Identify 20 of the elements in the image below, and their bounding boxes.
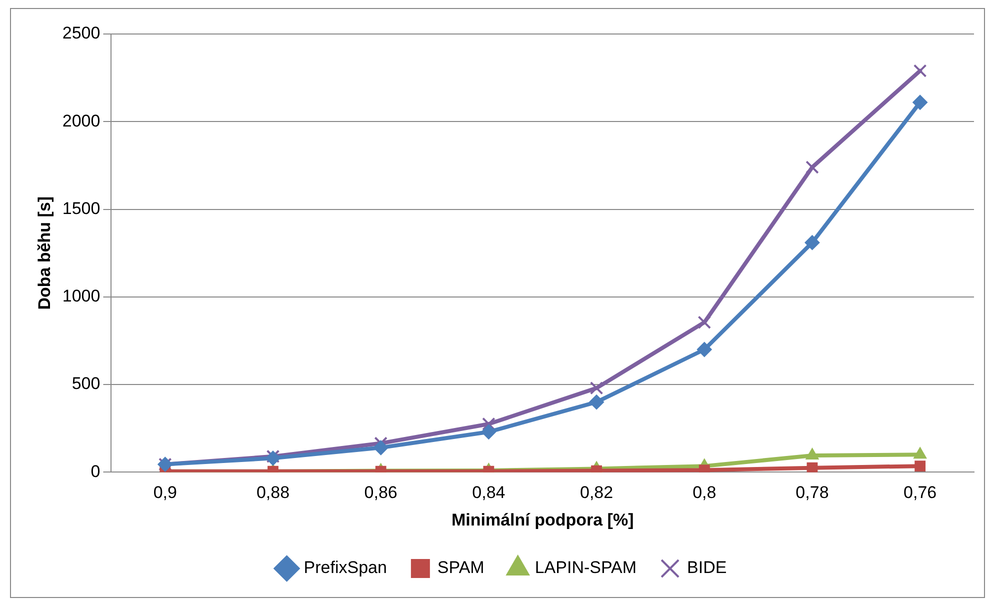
- y-tick-label: 1500: [62, 198, 100, 218]
- legend-label: BIDE: [687, 558, 727, 578]
- x-tick-label: 0,82: [580, 483, 614, 502]
- x-tick-label: 0,78: [796, 483, 829, 502]
- x-tick-label: 0,84: [472, 483, 506, 502]
- x-tick-label: 0,88: [256, 483, 290, 502]
- y-axis-title: Doba běhu [s]: [34, 196, 54, 310]
- y-tick-label: 0: [90, 462, 100, 481]
- x-tick-label: 0,9: [153, 483, 177, 502]
- y-tick-label: 2000: [62, 111, 100, 130]
- x-tick-label: 0,76: [904, 483, 937, 502]
- x-axis-title: Minimální podpora [%]: [451, 510, 634, 530]
- legend-label: LAPIN-SPAM: [534, 558, 637, 578]
- y-tick-label: 1000: [62, 286, 100, 306]
- y-tick-label: 2500: [62, 24, 100, 43]
- legend-label: PrefixSpan: [304, 558, 387, 578]
- x-tick-label: 0,86: [364, 483, 398, 502]
- x-tick-label: 0,8: [692, 483, 716, 502]
- y-tick-label: 500: [72, 374, 100, 394]
- legend-label: SPAM: [437, 558, 484, 578]
